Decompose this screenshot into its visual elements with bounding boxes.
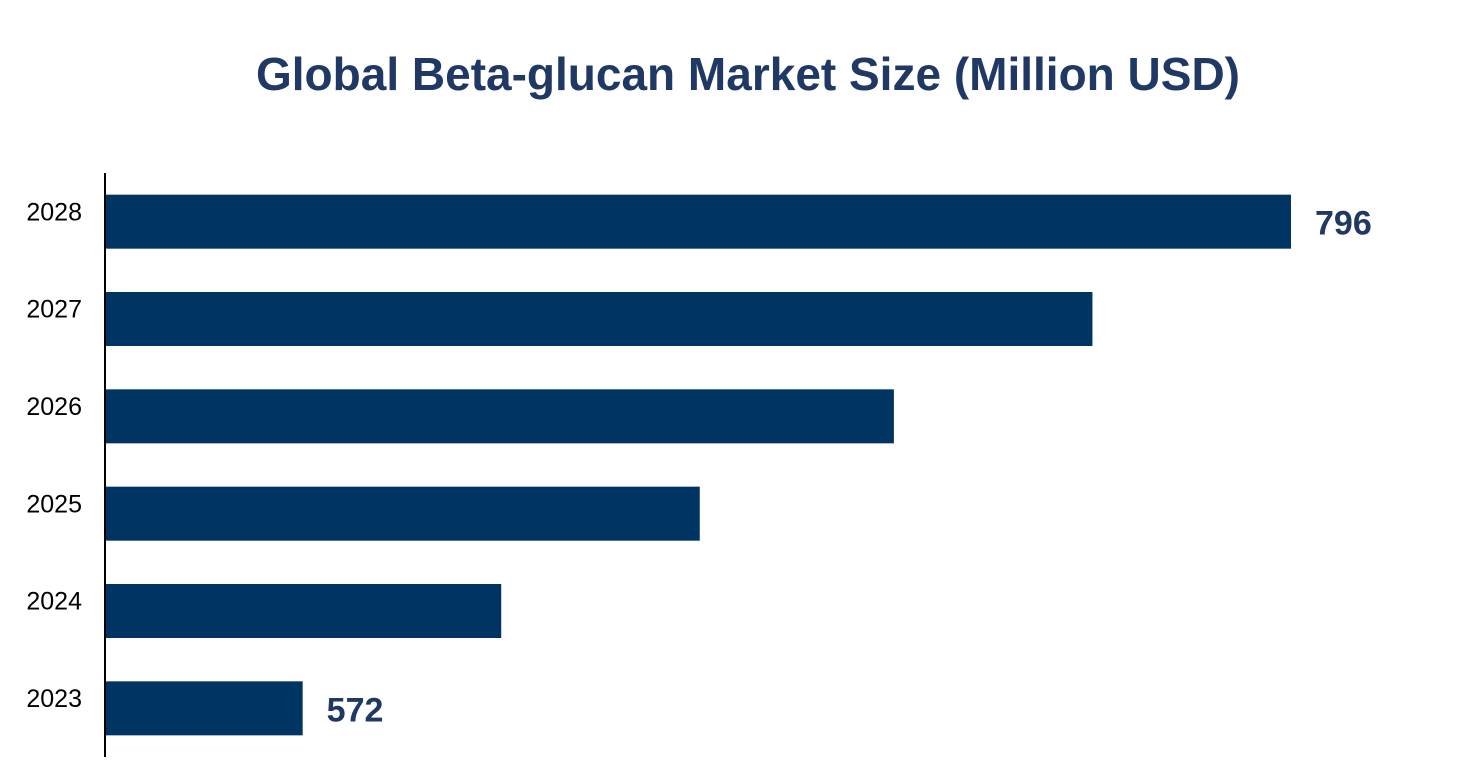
y-tick-label: 2023 — [26, 685, 82, 713]
y-tick-label: 2025 — [26, 490, 82, 518]
y-tick-label: 2027 — [26, 296, 82, 324]
chart-title: Global Beta-glucan Market Size (Million … — [256, 48, 1240, 100]
value-label: 572 — [327, 691, 384, 729]
bar — [105, 486, 700, 541]
bar — [105, 389, 894, 444]
value-label: 796 — [1315, 205, 1372, 243]
y-tick-label: 2028 — [26, 198, 82, 226]
bar — [105, 292, 1093, 346]
bar — [105, 681, 303, 736]
y-tick-label: 2024 — [26, 588, 82, 616]
bar — [105, 194, 1291, 249]
y-tick-label: 2026 — [26, 393, 82, 421]
bar — [105, 584, 502, 638]
